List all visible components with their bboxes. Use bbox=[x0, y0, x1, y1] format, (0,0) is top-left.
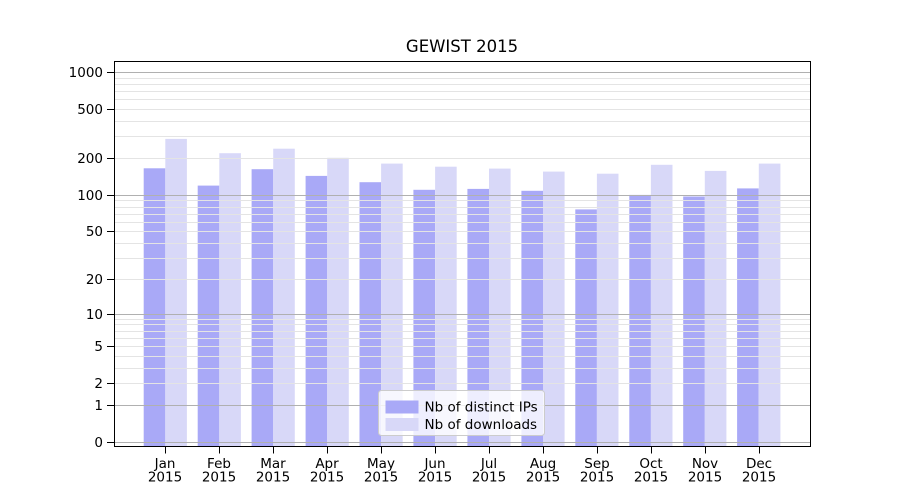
y-tick-label: 20 bbox=[86, 272, 103, 288]
x-tick-label: May 2015 bbox=[364, 456, 398, 486]
legend-label-distinct-ips: Nb of distinct IPs bbox=[425, 400, 538, 416]
x-tick-label: Jul 2015 bbox=[472, 456, 506, 486]
x-tick-label: Jun 2015 bbox=[418, 456, 452, 486]
x-tick-month: Sep bbox=[584, 456, 609, 472]
bar-nov-downloads bbox=[704, 170, 727, 446]
bar-nov-distinct-ips bbox=[683, 196, 705, 446]
plot-border bbox=[114, 61, 811, 447]
x-tick-year: 2015 bbox=[580, 470, 614, 486]
x-tick-label: Dec 2015 bbox=[742, 456, 776, 486]
x-tick-month: Oct bbox=[639, 456, 662, 472]
bar-mar-downloads bbox=[273, 148, 295, 446]
x-tick-label: Sep 2015 bbox=[580, 456, 614, 486]
bar-sep-distinct-ips bbox=[575, 209, 597, 446]
bar-dec-distinct-ips bbox=[737, 188, 759, 446]
x-tick-label: Jan 2015 bbox=[148, 456, 182, 486]
y-tick-label: 100 bbox=[77, 188, 103, 204]
legend-box bbox=[378, 390, 545, 436]
bar-jan-downloads bbox=[165, 138, 187, 446]
x-tick-year: 2015 bbox=[634, 470, 668, 486]
y-tick-label: 200 bbox=[77, 151, 103, 167]
x-tick-label: Oct 2015 bbox=[634, 456, 668, 486]
bar-jan-distinct-ips bbox=[143, 168, 166, 447]
x-tick-label: Mar 2015 bbox=[256, 456, 290, 486]
x-tick-month: Jun bbox=[423, 456, 445, 472]
bar-feb-distinct-ips bbox=[197, 185, 220, 446]
x-tick-year: 2015 bbox=[202, 470, 236, 486]
bar-jul-distinct-ips bbox=[467, 188, 489, 446]
x-tick-month: Feb bbox=[207, 456, 231, 472]
x-tick-month: Aug bbox=[530, 456, 556, 472]
chart-title: GEWIST 2015 bbox=[406, 37, 518, 56]
bar-aug-downloads bbox=[543, 171, 565, 446]
y-tick-label: 1 bbox=[94, 398, 103, 414]
bar-apr-downloads bbox=[327, 157, 349, 447]
bar-mar-distinct-ips bbox=[251, 169, 274, 446]
bar-feb-downloads bbox=[219, 153, 241, 446]
x-tick-label: Feb 2015 bbox=[202, 456, 236, 486]
legend-swatch-distinct-ips bbox=[385, 400, 419, 414]
bar-aug-distinct-ips bbox=[521, 190, 543, 446]
bar-oct-distinct-ips bbox=[629, 194, 651, 446]
x-tick-year: 2015 bbox=[310, 470, 344, 486]
x-tick-month: Apr bbox=[315, 456, 339, 472]
y-tick-label: 50 bbox=[86, 224, 103, 240]
x-tick-label: Apr 2015 bbox=[310, 456, 344, 486]
bar-oct-downloads bbox=[650, 164, 673, 447]
x-tick-month: May bbox=[367, 456, 395, 472]
legend-swatch-downloads bbox=[385, 418, 419, 431]
x-tick-year: 2015 bbox=[256, 470, 290, 486]
x-tick-year: 2015 bbox=[364, 470, 398, 486]
y-tick-label: 500 bbox=[77, 102, 103, 118]
legend-label-downloads: Nb of downloads bbox=[425, 417, 538, 433]
x-tick-month: Jul bbox=[480, 456, 497, 472]
x-tick-year: 2015 bbox=[742, 470, 776, 486]
bar-jun-distinct-ips bbox=[413, 189, 435, 447]
x-tick-month: Mar bbox=[260, 456, 286, 472]
y-tick-label: 1000 bbox=[69, 65, 103, 81]
x-tick-year: 2015 bbox=[418, 470, 452, 486]
x-tick-month: Nov bbox=[692, 456, 718, 472]
x-tick-year: 2015 bbox=[526, 470, 560, 486]
x-tick-label: Aug 2015 bbox=[526, 456, 560, 486]
bar-dec-downloads bbox=[758, 163, 781, 446]
x-tick-year: 2015 bbox=[688, 470, 722, 486]
bar-jul-downloads bbox=[489, 168, 511, 446]
x-tick-year: 2015 bbox=[472, 470, 506, 486]
y-tick-label: 5 bbox=[94, 339, 103, 355]
x-tick-month: Jan bbox=[154, 456, 176, 472]
y-tick-label: 10 bbox=[86, 307, 103, 323]
x-tick-label: Nov 2015 bbox=[688, 456, 722, 486]
y-tick-label: 2 bbox=[94, 376, 103, 392]
bar-sep-downloads bbox=[596, 173, 619, 446]
bar-jun-downloads bbox=[435, 166, 457, 446]
x-tick-year: 2015 bbox=[148, 470, 182, 486]
bar-may-downloads bbox=[381, 163, 403, 446]
y-tick-label: 0 bbox=[94, 435, 103, 451]
x-tick-month: Dec bbox=[746, 456, 772, 472]
